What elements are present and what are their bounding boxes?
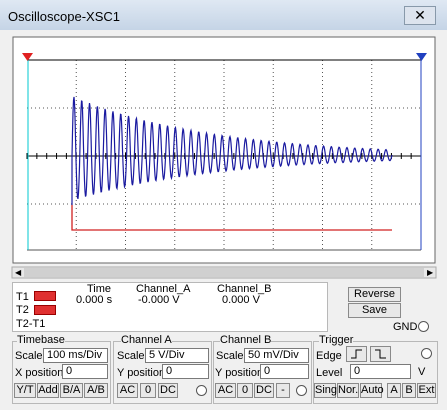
readout-value: 0.000 V bbox=[222, 294, 260, 306]
mode-button[interactable]: Add bbox=[37, 383, 59, 398]
coupling-button[interactable]: - bbox=[276, 383, 290, 398]
rising-edge[interactable] bbox=[346, 346, 367, 362]
channel-a-position[interactable]: 0 bbox=[162, 364, 209, 379]
trigger-radio[interactable] bbox=[421, 348, 432, 359]
label: Edge bbox=[316, 350, 342, 362]
mode-button[interactable]: B/A bbox=[60, 383, 83, 398]
group-title: Channel A bbox=[121, 334, 172, 346]
readout-box bbox=[12, 282, 328, 332]
label: Scale bbox=[117, 350, 145, 362]
column-header: Channel_A bbox=[136, 283, 191, 295]
group-title: Channel B bbox=[220, 334, 272, 346]
window-title: Oscilloscope-XSC1 bbox=[8, 9, 120, 24]
mode-button[interactable]: A/B bbox=[84, 383, 108, 398]
cursor-label: T1 bbox=[16, 291, 29, 303]
channel-b-position[interactable]: 0 bbox=[260, 364, 309, 379]
channel-a-radio[interactable] bbox=[196, 385, 207, 396]
falling-edge[interactable] bbox=[370, 346, 391, 362]
edge-icon bbox=[351, 349, 362, 359]
trigger-mode[interactable]: Auto bbox=[360, 383, 384, 398]
cursor-label: T2 bbox=[16, 304, 29, 316]
coupling-button[interactable]: AC bbox=[215, 383, 236, 398]
trigger-level[interactable]: 0 bbox=[350, 364, 411, 379]
channel-b-radio[interactable] bbox=[296, 385, 307, 396]
cursor-label: T2-T1 bbox=[16, 318, 46, 330]
label: Y position bbox=[215, 367, 264, 379]
trigger-mode[interactable]: Nor. bbox=[337, 383, 359, 398]
group-title: Timebase bbox=[17, 334, 65, 346]
grid bbox=[27, 60, 421, 250]
label: Level bbox=[316, 367, 343, 379]
channel-a-scale[interactable]: 5 V/Div bbox=[145, 348, 209, 363]
t1-arrows[interactable] bbox=[34, 291, 56, 301]
coupling-button[interactable]: 0 bbox=[140, 383, 156, 398]
unit-label: V bbox=[418, 366, 426, 378]
t2-arrows[interactable] bbox=[34, 305, 56, 315]
mode-button[interactable]: Y/T bbox=[14, 383, 36, 398]
scroll-thumb[interactable] bbox=[24, 268, 424, 277]
timebase-scale[interactable]: 100 ms/Div bbox=[43, 348, 108, 363]
title-bar bbox=[0, 0, 447, 30]
trigger-source[interactable]: B bbox=[402, 383, 416, 398]
coupling-button[interactable]: AC bbox=[117, 383, 138, 398]
group-title: Trigger bbox=[319, 334, 354, 346]
coupling-button[interactable]: 0 bbox=[237, 383, 253, 398]
channel-b-trace bbox=[71, 205, 392, 231]
gnd-radio[interactable] bbox=[418, 321, 429, 332]
cursor-t1-handle[interactable] bbox=[22, 53, 33, 61]
label: Y position bbox=[117, 367, 166, 379]
coupling-button[interactable]: DC bbox=[254, 383, 274, 398]
screen: ◀ ▶ bbox=[11, 36, 437, 279]
cursor-t2-handle[interactable] bbox=[416, 53, 427, 61]
coupling-button[interactable]: DC bbox=[158, 383, 178, 398]
label: Scale bbox=[216, 350, 244, 362]
close-button[interactable]: ✕ bbox=[404, 6, 436, 25]
trigger-group bbox=[313, 341, 438, 404]
scroll-right[interactable]: ▶ bbox=[427, 268, 434, 277]
save-button[interactable]: Save bbox=[348, 303, 401, 318]
trigger-source[interactable]: A bbox=[387, 383, 401, 398]
x-position[interactable]: 0 bbox=[62, 364, 108, 379]
readout-value: 0.000 s bbox=[76, 294, 113, 306]
readout-value: -0.000 V bbox=[138, 294, 180, 306]
channel-a-trace bbox=[71, 96, 393, 205]
column-header: Channel_B bbox=[217, 283, 272, 295]
gnd-label: GND bbox=[393, 321, 418, 333]
column-header: Time bbox=[87, 283, 112, 295]
edge-icon bbox=[375, 349, 386, 359]
scroll-left[interactable]: ◀ bbox=[15, 268, 22, 277]
trigger-mode[interactable]: Sing. bbox=[314, 383, 341, 398]
label: X position bbox=[15, 367, 64, 379]
label: Scale bbox=[15, 350, 43, 362]
reverse-button[interactable]: Reverse bbox=[348, 287, 401, 302]
channel-b-scale[interactable]: 50 mV/Div bbox=[244, 348, 309, 363]
trigger-source[interactable]: Ext bbox=[417, 383, 436, 398]
